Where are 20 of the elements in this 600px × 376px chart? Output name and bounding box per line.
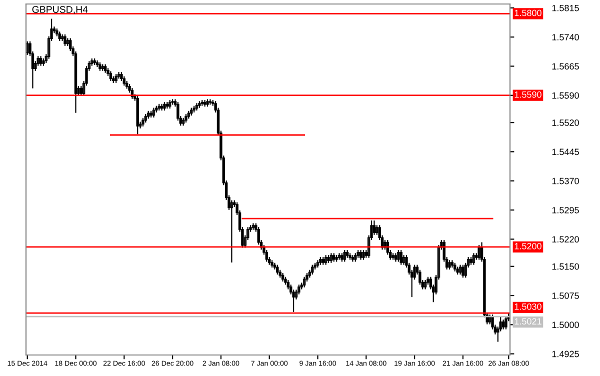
- ref-line-label: 1.5021: [514, 318, 542, 325]
- chart-title: GBPUSD,H4: [32, 6, 88, 14]
- y-tick-label: 1.5150: [552, 263, 579, 270]
- y-tick-label: 1.5000: [552, 322, 579, 328]
- y-tick-label: 1.5075: [552, 292, 579, 299]
- y-tick-label: 1.5665: [552, 63, 579, 70]
- ref-line-label: 1.5200: [514, 242, 542, 250]
- y-tick-label: 1.5445: [552, 148, 579, 156]
- y-tick-label: 1.5220: [552, 236, 579, 243]
- y-tick-label: 1.5590: [552, 92, 579, 99]
- y-tick-label: 1.5370: [552, 178, 579, 184]
- ref-line-label: 1.5030: [514, 303, 542, 310]
- candlestick: [171, 98, 174, 106]
- y-tick-label: 1.5740: [552, 34, 579, 40]
- y-tick-label: 1.5520: [552, 120, 579, 126]
- ref-line-label: 1.5800: [514, 10, 542, 16]
- y-tick-label: 1.5295: [552, 206, 579, 214]
- y-tick-label: 1.5815: [552, 4, 579, 12]
- y-tick-label: 1.4925: [552, 350, 579, 358]
- ref-line-label: 1.5590: [514, 91, 542, 98]
